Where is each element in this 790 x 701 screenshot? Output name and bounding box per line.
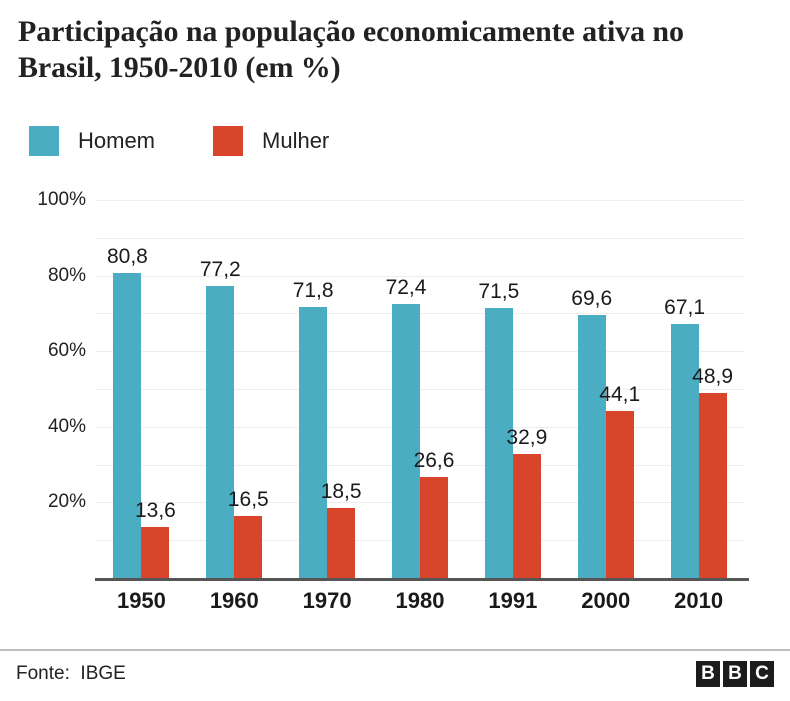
bar-slot-mulher: 44,1 <box>599 383 640 578</box>
bar-slot-homem: 80,8 <box>107 245 148 578</box>
y-axis-tick: 40% <box>47 415 86 437</box>
bbc-logo: B B C <box>696 661 774 687</box>
bar-group: 77,2 16,5 <box>188 200 281 578</box>
legend-label-mulher: Mulher <box>262 128 330 153</box>
y-axis: 100% 80% 60% 40% 20% <box>0 189 86 590</box>
y-axis-tick: 20% <box>47 491 86 513</box>
bar-value-label: 80,8 <box>106 244 148 268</box>
bar-slot-homem: 72,4 <box>386 276 426 578</box>
gridline <box>95 351 745 353</box>
bar-homem-1970[interactable]: 71,8 <box>293 279 334 578</box>
bar-slot-mulher: 26,6 <box>414 449 454 578</box>
gridline <box>95 237 745 239</box>
bar-group: 71,8 18,5 <box>281 200 374 578</box>
bar-slot-homem: 77,2 <box>200 258 241 578</box>
footer-divider <box>0 649 790 651</box>
gridline <box>95 313 745 315</box>
x-axis-label: 1991 <box>488 588 538 613</box>
bar-mulher-1950[interactable]: 13,6 <box>135 499 176 578</box>
bar-value-label: 13,6 <box>134 498 176 522</box>
bar-value-label: 32,9 <box>506 425 548 449</box>
bar-value-label: 71,8 <box>292 278 334 302</box>
bar-homem-1980[interactable]: 72,4 <box>386 276 426 578</box>
bar-mulher-1991[interactable]: 32,9 <box>506 426 547 578</box>
bar-slot-homem: 69,6 <box>571 287 612 578</box>
bar-value-label: 77,2 <box>199 258 241 282</box>
bar-mulher-2010[interactable]: 48,9 <box>692 365 733 578</box>
bar-slot-mulher: 16,5 <box>228 488 269 578</box>
bar-slot-homem: 67,1 <box>664 296 705 578</box>
bbc-letter-2: B <box>723 661 747 687</box>
bar-slot-mulher: 18,5 <box>321 480 362 578</box>
bar-mulher-2000[interactable]: 44,1 <box>599 383 640 578</box>
x-axis-label: 1980 <box>395 588 445 613</box>
y-axis-tick: 100% <box>37 189 86 210</box>
bar-group: 69,6 44,1 <box>559 200 652 578</box>
bar-slot-homem: 71,8 <box>293 279 334 578</box>
chart-footer: Fonte: IBGE B B C <box>0 651 790 701</box>
bar-homem-2000[interactable]: 69,6 <box>571 287 612 578</box>
bar-value-label: 26,6 <box>413 449 455 473</box>
bar-value-label: 48,9 <box>692 365 734 389</box>
gridline <box>95 426 745 428</box>
chart-legend: Homem Mulher <box>29 125 387 157</box>
x-axis-label: 1950 <box>116 588 166 613</box>
bar-homem-1960[interactable]: 77,2 <box>200 258 241 578</box>
bar-group: 72,4 26,6 <box>374 200 467 578</box>
bar-group: 71,5 32,9 <box>466 200 559 578</box>
x-axis-label: 1960 <box>209 588 259 613</box>
gridline <box>95 200 745 201</box>
y-axis-tick: 80% <box>47 264 86 286</box>
bar-group: 80,8 13,6 <box>95 200 188 578</box>
source-label: Fonte: IBGE <box>16 663 126 684</box>
bar-mulher-1970[interactable]: 18,5 <box>321 480 362 578</box>
bar-group: 67,1 48,9 <box>652 200 745 578</box>
bar-value-label: 71,5 <box>478 279 520 303</box>
legend-item-homem[interactable]: Homem <box>29 126 155 156</box>
x-axis-labels: 1950 1960 1970 1980 1991 2000 2010 <box>95 588 745 622</box>
bar-mulher-1980[interactable]: 26,6 <box>414 449 454 578</box>
legend-item-mulher[interactable]: Mulher <box>213 126 329 156</box>
bar-mulher-1960[interactable]: 16,5 <box>228 488 269 578</box>
legend-swatch-mulher <box>213 126 244 156</box>
x-axis-label: 2010 <box>674 588 724 613</box>
bar-slot-homem: 71,5 <box>478 280 519 578</box>
gridline <box>95 275 745 277</box>
bar-homem-2010[interactable]: 67,1 <box>664 296 705 578</box>
x-axis-label: 2000 <box>581 588 631 613</box>
bar-homem-1991[interactable]: 71,5 <box>478 280 519 578</box>
page-title: Participação na população economicamente… <box>18 15 684 84</box>
bar-value-label: 67,1 <box>664 296 706 320</box>
bar-slot-mulher: 32,9 <box>506 426 547 578</box>
x-axis-label: 1970 <box>302 588 352 613</box>
plot-area: 80,8 13,6 77,2 16,5 71,8 18,5 72,4 26,6 71,5 32,9… <box>95 200 745 578</box>
bar-value-label: 69,6 <box>571 286 613 310</box>
gridline <box>95 464 745 466</box>
y-axis-tick: 60% <box>47 340 86 362</box>
bar-value-label: 18,5 <box>320 480 362 504</box>
bar-homem-1950[interactable]: 80,8 <box>107 245 148 578</box>
legend-swatch-homem <box>29 126 59 156</box>
bar-slot-mulher: 13,6 <box>135 499 176 578</box>
bar-slot-mulher: 48,9 <box>692 365 733 578</box>
bbc-letter-1: B <box>696 661 720 687</box>
bar-value-label: 44,1 <box>599 383 641 407</box>
plot-wrapper: 100% 80% 60% 40% 20% 80,8 13,6 77,2 16,5 71,8 18,… <box>0 189 790 590</box>
bar-value-label: 16,5 <box>227 487 269 511</box>
legend-label-homem: Homem <box>78 128 156 153</box>
x-axis-line <box>95 578 749 581</box>
bar-value-label: 72,4 <box>385 276 427 300</box>
bbc-letter-3: C <box>750 661 774 687</box>
bar-groups: 80,8 13,6 77,2 16,5 71,8 18,5 72,4 26,6 71,5 32,9… <box>95 200 745 578</box>
gridline <box>95 389 745 390</box>
